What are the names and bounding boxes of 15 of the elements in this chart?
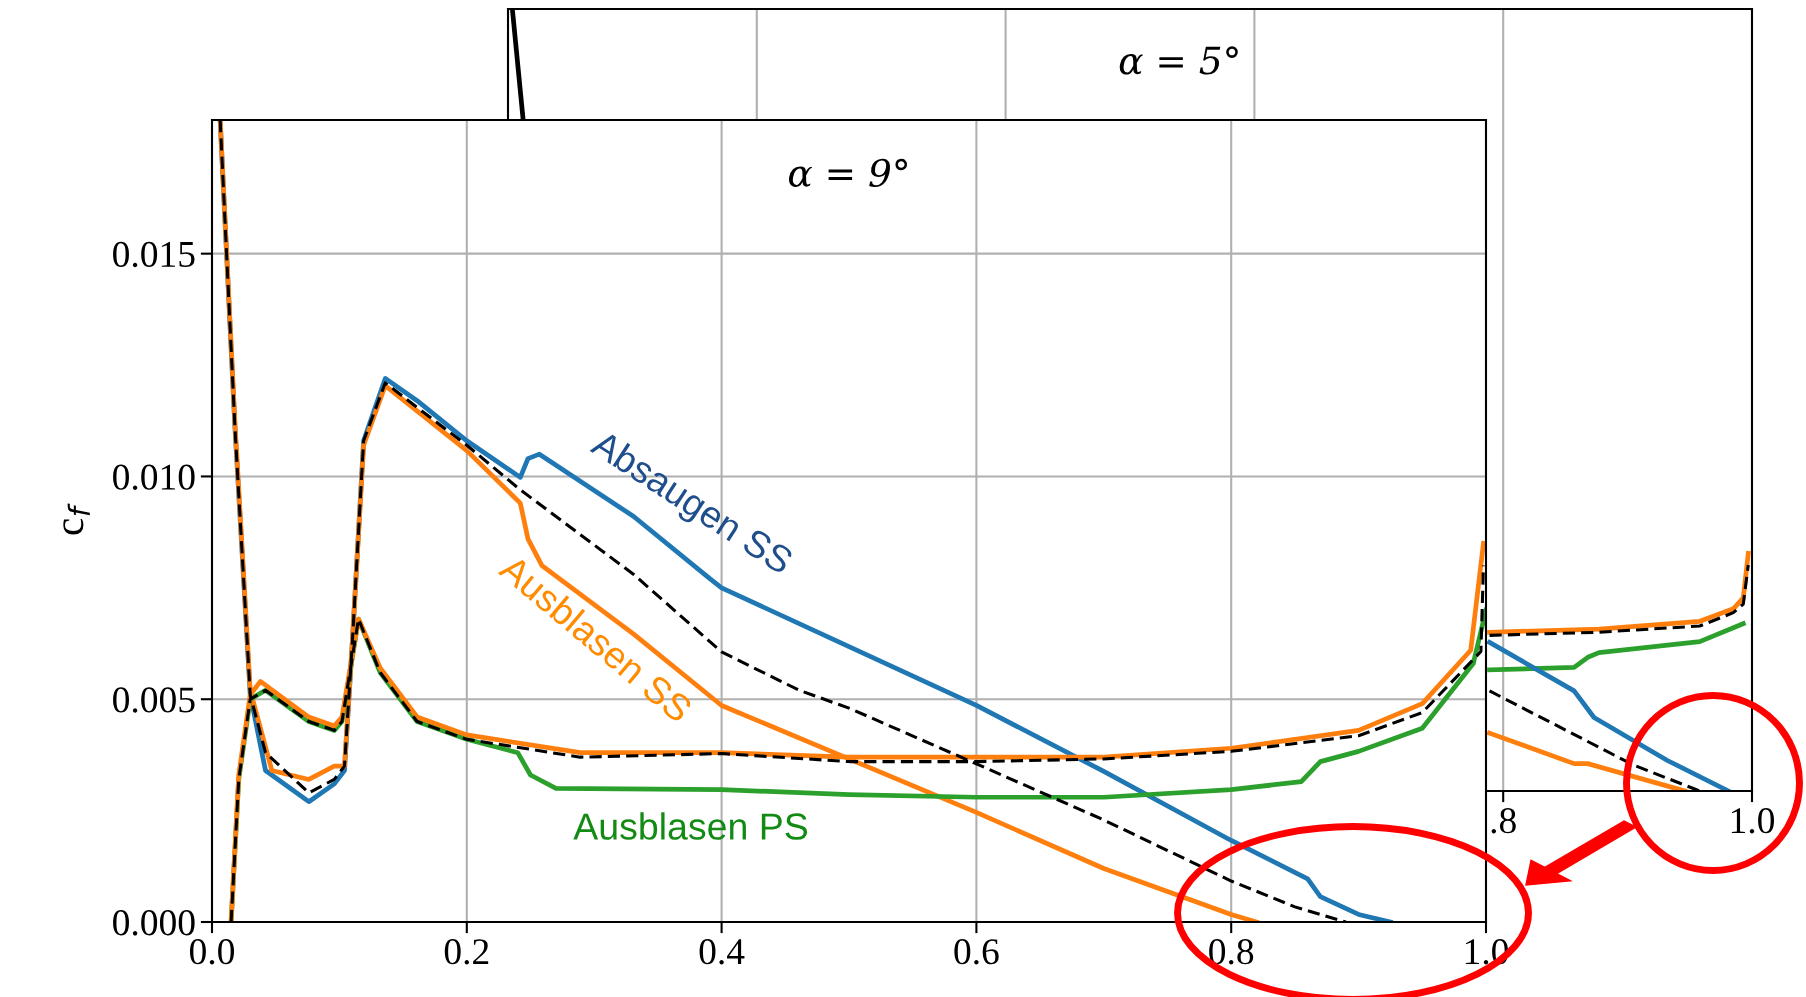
x-tick-label: 0.4: [699, 939, 745, 965]
text: α = 5°: [1119, 46, 1238, 75]
y-tick-label: 0.015: [113, 241, 195, 268]
x-tick-label: 0.6: [954, 939, 999, 965]
x-tick-label: .8: [1491, 808, 1516, 834]
x-tick-label: 0.2: [444, 939, 489, 965]
y-tick-label: 0.010: [113, 464, 195, 490]
y-tick-label: 0.005: [113, 687, 195, 713]
annotation: Ausblasen PS: [573, 812, 808, 840]
y-axis-title: c$_{f}$: [63, 503, 90, 535]
x-tick-label: 0.8: [1209, 939, 1254, 965]
y-tick-label: 0.000: [113, 910, 195, 936]
x-tick-label: 1.0: [1731, 808, 1775, 834]
x-tick-label: 0.0: [189, 939, 235, 965]
text: α = 9°: [788, 158, 908, 188]
